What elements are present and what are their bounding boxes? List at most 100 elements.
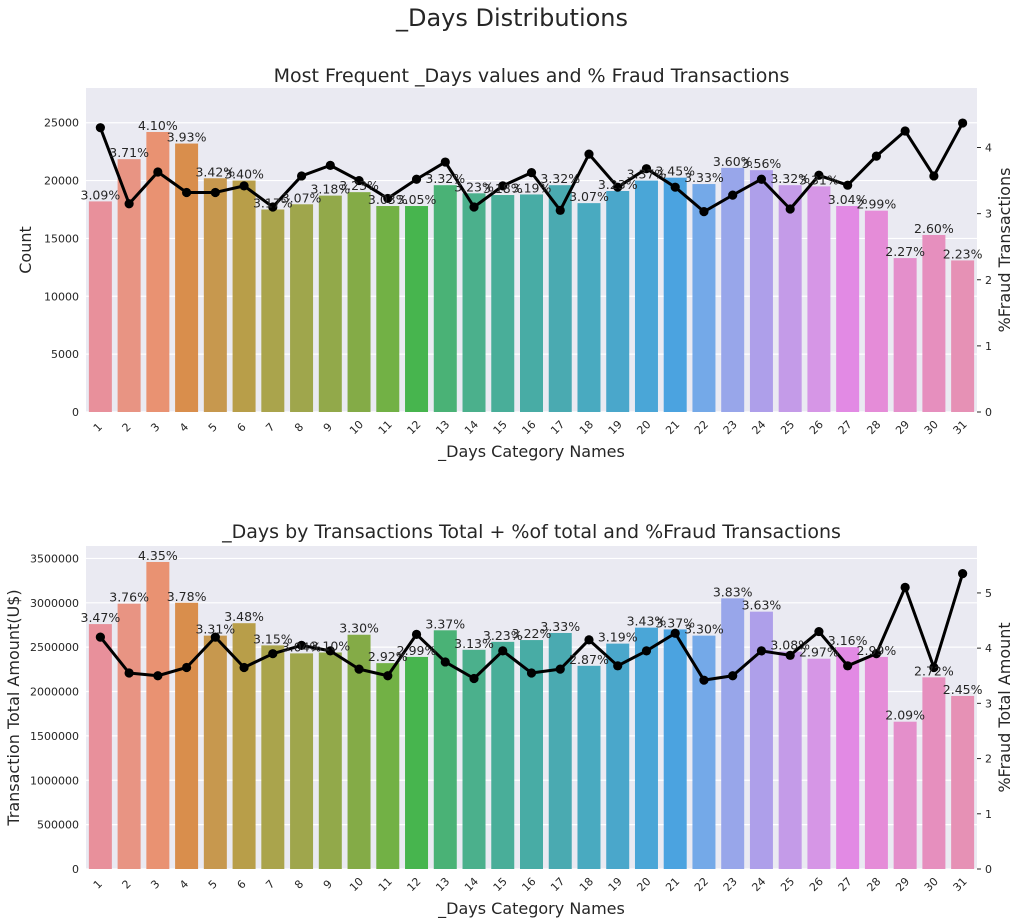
bar bbox=[893, 721, 917, 869]
bar bbox=[864, 656, 888, 869]
fraud-pct-point bbox=[210, 632, 220, 642]
x-axis-label: _Days Category Names bbox=[437, 442, 625, 462]
bar bbox=[405, 206, 429, 412]
bar-data-label: 2.92% bbox=[368, 649, 408, 664]
bar bbox=[721, 598, 745, 869]
bar-data-label: 3.23% bbox=[598, 177, 638, 192]
bar bbox=[922, 677, 946, 869]
bar-data-label: 2.99% bbox=[857, 197, 897, 212]
x-tick-label: 6 bbox=[235, 877, 249, 891]
bar-data-label: 3.31% bbox=[799, 172, 839, 187]
bar-data-label: 3.33% bbox=[684, 170, 724, 185]
fraud-pct-point bbox=[756, 174, 767, 184]
bar-data-label: 2.99% bbox=[397, 643, 437, 658]
fraud-pct-point bbox=[411, 174, 422, 184]
x-tick-label: 27 bbox=[836, 418, 855, 437]
bar bbox=[232, 623, 256, 869]
x-tick-label: 27 bbox=[836, 875, 855, 894]
fraud-pct-point bbox=[124, 199, 134, 209]
x-tick-label: 9 bbox=[321, 420, 335, 434]
fraud-pct-point bbox=[498, 181, 508, 191]
fraud-pct-point bbox=[929, 662, 939, 673]
bar-data-label: 3.45% bbox=[655, 164, 695, 179]
y2-tick-label: 5 bbox=[985, 587, 992, 600]
fraud-pct-point bbox=[526, 668, 537, 678]
bar-data-label: 3.18% bbox=[310, 182, 350, 197]
bar bbox=[692, 184, 716, 412]
x-tick-label: 30 bbox=[922, 875, 941, 894]
y-tick-label: 20000 bbox=[44, 175, 79, 188]
x-tick-label: 20 bbox=[634, 875, 653, 894]
bar bbox=[778, 651, 802, 869]
x-tick-label: 15 bbox=[491, 875, 510, 894]
bar-data-label: 3.19% bbox=[598, 630, 638, 645]
fraud-pct-point bbox=[958, 118, 968, 128]
fraud-pct-point bbox=[613, 182, 623, 192]
fraud-pct-point bbox=[469, 202, 479, 212]
fraud-pct-point bbox=[670, 182, 680, 192]
fraud-pct-point bbox=[814, 626, 824, 637]
y-axis-label: Count bbox=[16, 226, 35, 274]
x-tick-label: 26 bbox=[807, 418, 826, 437]
fraud-pct-point bbox=[325, 160, 335, 170]
fraud-pct-point bbox=[239, 181, 249, 191]
bar-data-label: 3.30% bbox=[684, 622, 724, 637]
fraud-pct-point bbox=[699, 675, 709, 685]
bar-data-label: 3.47% bbox=[81, 610, 121, 625]
bar-data-label: 3.03% bbox=[368, 192, 408, 207]
bar bbox=[520, 194, 543, 412]
bar bbox=[491, 641, 515, 869]
bar-data-label: 3.32% bbox=[425, 171, 465, 186]
x-tick-label: 6 bbox=[235, 420, 249, 434]
bar-data-label: 2.60% bbox=[914, 221, 954, 236]
x-tick-label: 12 bbox=[405, 418, 424, 437]
bar-data-label: 3.42% bbox=[195, 164, 235, 179]
x-tick-label: 8 bbox=[292, 877, 306, 891]
fraud-pct-point bbox=[268, 649, 278, 659]
bar-data-label: 3.63% bbox=[742, 598, 782, 613]
fraud-pct-point bbox=[95, 632, 105, 642]
y-tick-label: 0 bbox=[72, 406, 79, 419]
x-tick-label: 8 bbox=[292, 420, 306, 434]
bar bbox=[347, 192, 371, 412]
x-tick-label: 4 bbox=[177, 877, 191, 891]
bar-data-label: 3.08% bbox=[770, 638, 810, 653]
fraud-pct-point bbox=[641, 646, 652, 656]
x-tick-label: 19 bbox=[606, 875, 625, 894]
fraud-pct-point bbox=[900, 582, 910, 593]
bar bbox=[606, 643, 630, 869]
chart-title: Most Frequent _Days values and % Fraud T… bbox=[274, 65, 790, 87]
x-tick-label: 17 bbox=[548, 418, 567, 437]
bar bbox=[663, 177, 687, 412]
y2-tick-label: 2 bbox=[985, 274, 992, 287]
fraud-pct-point bbox=[843, 180, 853, 190]
bar bbox=[491, 195, 515, 412]
fraud-pct-point bbox=[699, 207, 709, 217]
bar-data-label: 3.76% bbox=[109, 590, 149, 605]
bar-data-label: 3.33% bbox=[540, 619, 580, 634]
fraud-pct-point bbox=[153, 671, 163, 681]
x-tick-label: 22 bbox=[692, 875, 711, 894]
y2-axis-label: %Fraud Total Amount bbox=[995, 622, 1014, 792]
bar-data-label: 2.97% bbox=[799, 645, 839, 660]
fraud-pct-point bbox=[871, 649, 882, 659]
y2-tick-label: 4 bbox=[985, 642, 992, 655]
chart-title: _Days by Transactions Total + %of total … bbox=[221, 521, 841, 543]
x-tick-label: 22 bbox=[692, 418, 711, 437]
bar bbox=[893, 258, 917, 412]
bar-data-label: 3.37% bbox=[627, 167, 667, 182]
bar bbox=[146, 561, 170, 869]
bar-data-label: 3.22% bbox=[512, 626, 552, 641]
bar bbox=[203, 178, 227, 412]
x-tick-label: 25 bbox=[778, 875, 797, 894]
x-tick-label: 24 bbox=[749, 418, 768, 437]
fraud-pct-point bbox=[584, 149, 594, 159]
bar bbox=[548, 185, 572, 412]
bar bbox=[606, 190, 630, 412]
bar bbox=[951, 695, 975, 869]
bar bbox=[88, 624, 112, 869]
x-tick-label: 1 bbox=[91, 420, 105, 434]
bar bbox=[807, 186, 831, 412]
fraud-pct-point bbox=[785, 204, 795, 214]
